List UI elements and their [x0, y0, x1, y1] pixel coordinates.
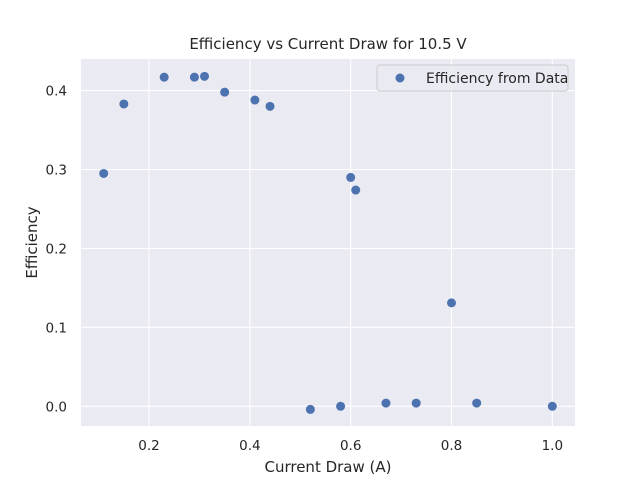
data-point — [381, 398, 391, 408]
y-tick-label: 0.4 — [46, 84, 67, 100]
data-point — [351, 185, 361, 195]
x-tick-label: 0.4 — [239, 438, 260, 454]
y-tick-label: 0.1 — [46, 320, 67, 336]
data-point — [99, 168, 109, 178]
data-point — [250, 95, 260, 105]
legend-box — [376, 64, 569, 92]
legend-label: Efficiency from Data — [426, 71, 568, 87]
data-point — [265, 101, 275, 111]
y-tick-label: 0.3 — [46, 162, 67, 178]
x-tick-label: 1.0 — [542, 438, 563, 454]
y-axis-label: Efficiency — [23, 206, 41, 278]
x-axis-label: Current Draw (A) — [264, 458, 391, 476]
data-point — [472, 398, 482, 408]
y-tick-label: 0.0 — [46, 399, 67, 415]
data-point — [346, 172, 356, 182]
data-point — [305, 404, 315, 414]
data-point — [159, 72, 169, 82]
legend: Efficiency from Data — [376, 64, 569, 92]
chart-title: Efficiency vs Current Draw for 10.5 V — [189, 35, 467, 53]
x-axis-ticks: 0.2 0.4 0.6 0.8 1.0 — [138, 438, 563, 454]
x-tick-label: 0.6 — [340, 438, 361, 454]
data-point — [200, 71, 209, 81]
series-efficiency-from-data — [99, 71, 557, 414]
plot-area — [81, 59, 575, 426]
data-point — [119, 99, 129, 109]
x-tick-label: 0.8 — [441, 438, 462, 454]
data-point — [336, 401, 346, 411]
data-point — [411, 398, 421, 408]
x-tick-label: 0.2 — [138, 438, 159, 454]
data-point — [220, 87, 230, 97]
data-point — [447, 298, 456, 308]
y-axis-ticks: 0.0 0.1 0.2 0.3 0.4 — [46, 84, 67, 416]
data-point — [547, 401, 557, 411]
y-tick-label: 0.2 — [46, 241, 67, 257]
legend-marker — [395, 73, 405, 83]
data-point — [189, 72, 199, 82]
